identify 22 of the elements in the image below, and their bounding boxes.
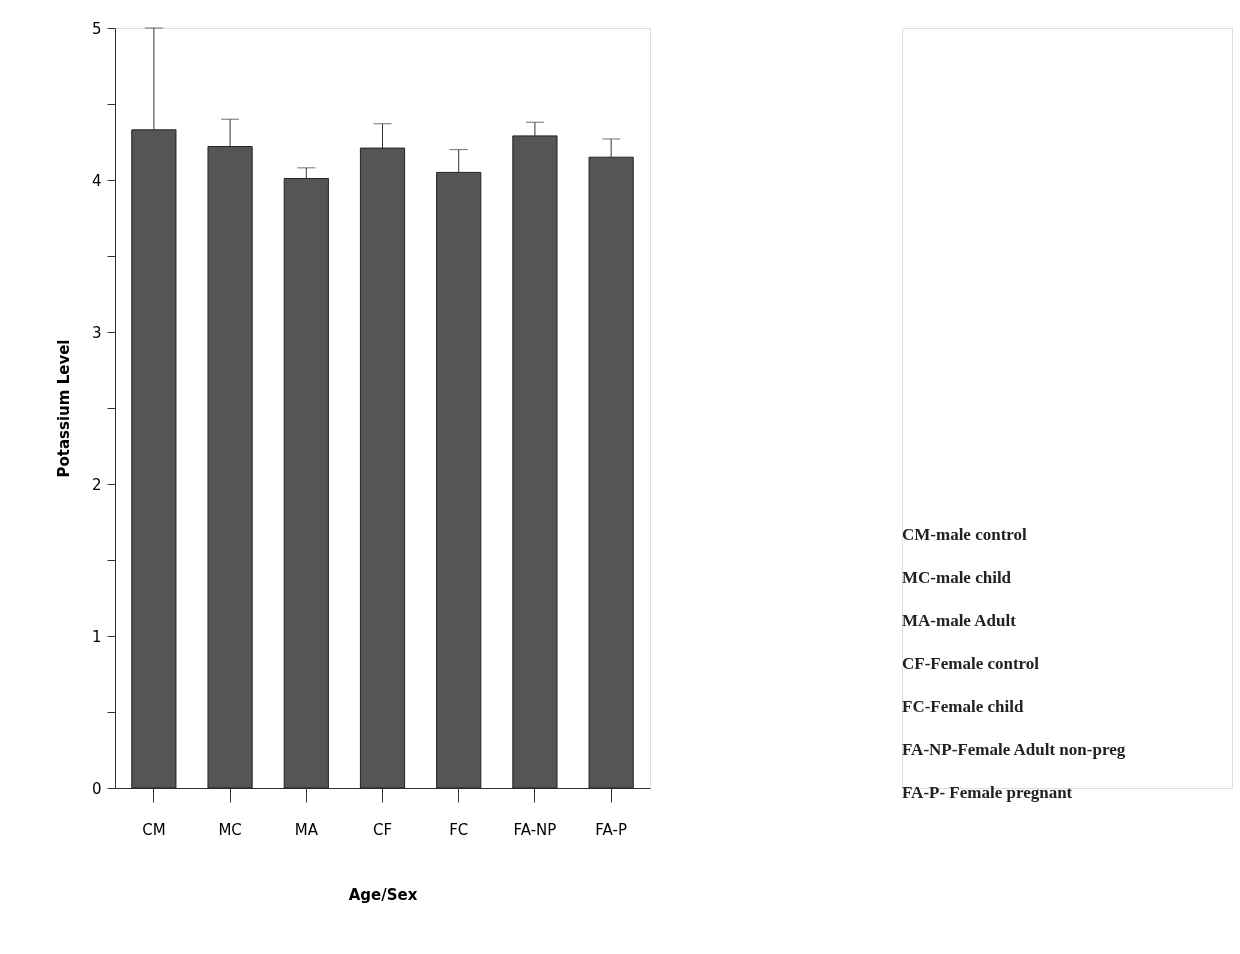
- text: CM-male control: [902, 525, 1028, 544]
- x-tick-label: MC: [218, 820, 242, 839]
- y-tick-label: 0: [91, 779, 102, 798]
- x-tick-label: MA: [294, 820, 319, 839]
- text: FA-NP-Female Adult non-preg: [902, 740, 1126, 759]
- text: CF-Female control: [902, 654, 1040, 673]
- y-axis-title: Potassium Level: [54, 339, 73, 478]
- y-tick-label: 2: [91, 475, 102, 494]
- x-axis-title: Age/Sex: [348, 885, 418, 904]
- text: MC-male child: [902, 568, 1012, 587]
- x-tick-label: CF: [372, 820, 393, 839]
- x-tick-label: FA-NP: [513, 820, 557, 839]
- y-tick-label: 4: [91, 171, 102, 190]
- x-tick-label: FA-P: [595, 820, 627, 839]
- x-tick-label: FC: [449, 820, 469, 839]
- text: FA-P- Female pregnant: [902, 783, 1073, 802]
- y-tick-label: 5: [91, 19, 102, 38]
- x-tick-label: CM: [142, 820, 166, 839]
- text: MA-male Adult: [902, 611, 1017, 630]
- y-tick-label: 1: [91, 627, 102, 646]
- y-tick-label: 3: [91, 323, 102, 342]
- text: FC-Female child: [902, 697, 1024, 716]
